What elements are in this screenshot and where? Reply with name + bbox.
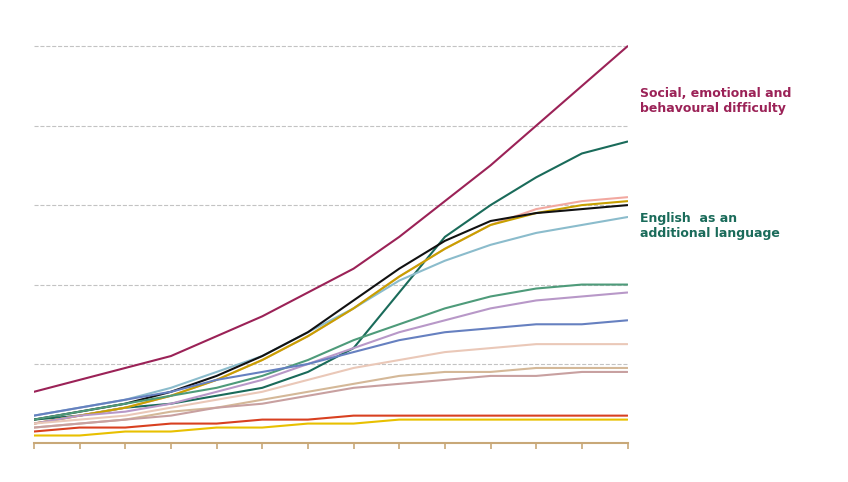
Text: Social, emotional and
behavoural difficulty: Social, emotional and behavoural difficu…: [640, 87, 792, 115]
Text: English  as an
additional language: English as an additional language: [640, 212, 780, 240]
